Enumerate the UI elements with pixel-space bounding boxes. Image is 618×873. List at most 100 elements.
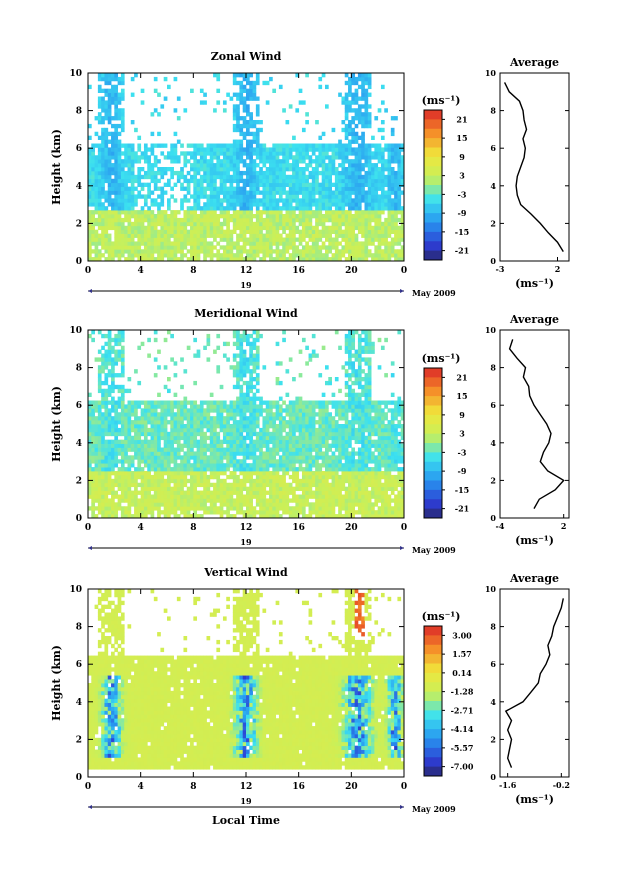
heatmap-cell [262, 80, 267, 86]
heatmap-cell [203, 451, 207, 456]
heatmap-cell [311, 159, 316, 164]
heatmap-cell [97, 467, 102, 472]
heatmap-cell [147, 353, 151, 358]
heatmap-cell [127, 221, 132, 227]
heatmap-cell [193, 233, 198, 238]
heatmap-cell [213, 229, 217, 234]
heatmap-cell [236, 427, 240, 433]
heatmap-cell [328, 245, 332, 250]
heatmap-cell [400, 147, 405, 152]
heatmap-cell [88, 241, 92, 246]
heatmap-cell [193, 225, 198, 231]
heatmap-cell [265, 451, 270, 456]
heatmap-cell [236, 170, 240, 176]
heatmap-cell [387, 170, 392, 176]
heatmap-cell [377, 257, 382, 262]
heatmap-cell [229, 474, 234, 480]
heatmap-cell [387, 159, 392, 164]
heatmap-cell [222, 257, 227, 262]
heatmap-cell [167, 510, 171, 515]
heatmap-cell [114, 131, 119, 137]
heatmap-cell [242, 245, 247, 250]
heatmap-cell [213, 400, 217, 405]
heatmap-cell [282, 443, 286, 448]
heatmap-cell [325, 151, 329, 156]
heatmap-cell [97, 217, 102, 223]
heatmap-cell [157, 159, 161, 164]
heatmap-cell [308, 217, 313, 223]
heatmap-cell [173, 159, 178, 164]
heatmap-cell [226, 502, 230, 507]
heatmap-cell [236, 443, 240, 448]
heatmap-cell [94, 478, 99, 484]
heatmap-cell [213, 151, 217, 156]
heatmap-cell [315, 229, 319, 234]
heatmap-cell [397, 170, 402, 176]
heatmap-cell [219, 416, 224, 421]
heatmap-cell [199, 463, 204, 468]
heatmap-cell [371, 178, 375, 184]
heatmap-cell [137, 435, 142, 441]
heatmap-cell [357, 167, 362, 172]
heatmap-cell [199, 439, 204, 444]
heatmap-cell [344, 167, 349, 172]
heatmap-cell [176, 225, 181, 231]
heatmap-cell [190, 498, 194, 503]
heatmap-cell [97, 482, 102, 488]
heatmap-cell [209, 424, 214, 429]
heatmap-cell [377, 217, 382, 223]
heatmap-cell [120, 80, 125, 86]
heatmap-cell [348, 104, 352, 109]
heatmap-cell [97, 431, 102, 437]
heatmap-cell [229, 451, 234, 456]
heatmap-cell [104, 377, 109, 382]
heatmap-cell [348, 120, 352, 125]
heatmap-cell [104, 217, 109, 223]
heatmap-cell [94, 233, 99, 238]
heatmap-cell [167, 498, 171, 503]
heatmap-cell [170, 451, 174, 456]
heatmap-cell [153, 330, 158, 335]
heatmap-cell [288, 104, 293, 109]
heatmap-cell [190, 221, 194, 227]
heatmap-cell [101, 202, 105, 207]
heatmap-cell [292, 135, 296, 140]
heatmap-cell [242, 412, 247, 417]
heatmap-cell [380, 155, 385, 160]
heatmap-cell [186, 221, 191, 227]
heatmap-cell [246, 174, 250, 180]
heatmap-cell [124, 467, 128, 472]
heatmap-cell [246, 73, 250, 78]
heatmap-cell [111, 498, 115, 503]
heatmap-cell [348, 163, 352, 168]
heatmap-cell [114, 178, 119, 184]
heatmap-cell [206, 241, 211, 246]
heatmap-cell [262, 257, 267, 262]
heatmap-cell [380, 167, 385, 172]
heatmap-cell [242, 120, 247, 125]
heatmap-cell [173, 463, 178, 468]
heatmap-cell [222, 482, 227, 488]
heatmap-cell [236, 365, 240, 370]
heatmap-cell [351, 80, 356, 86]
heatmap-cell [111, 451, 115, 456]
heatmap-cell [120, 478, 125, 484]
heatmap-cell [239, 237, 244, 242]
heatmap-cell [134, 412, 138, 417]
heatmap-cell [94, 471, 99, 476]
heatmap-cell [305, 120, 309, 125]
heatmap-cell [236, 353, 240, 358]
heatmap-cell [97, 221, 102, 227]
heatmap-cell [341, 143, 346, 148]
heatmap-cell [199, 416, 204, 421]
heatmap-cell [124, 182, 128, 187]
heatmap-cell [272, 182, 277, 187]
heatmap-cell [94, 237, 99, 242]
heatmap-cell [120, 510, 125, 515]
heatmap-cell [180, 486, 184, 491]
heatmap-cell [400, 206, 405, 211]
heatmap-cell [325, 237, 329, 242]
heatmap-cell [88, 233, 92, 238]
heatmap-cell [124, 225, 128, 231]
